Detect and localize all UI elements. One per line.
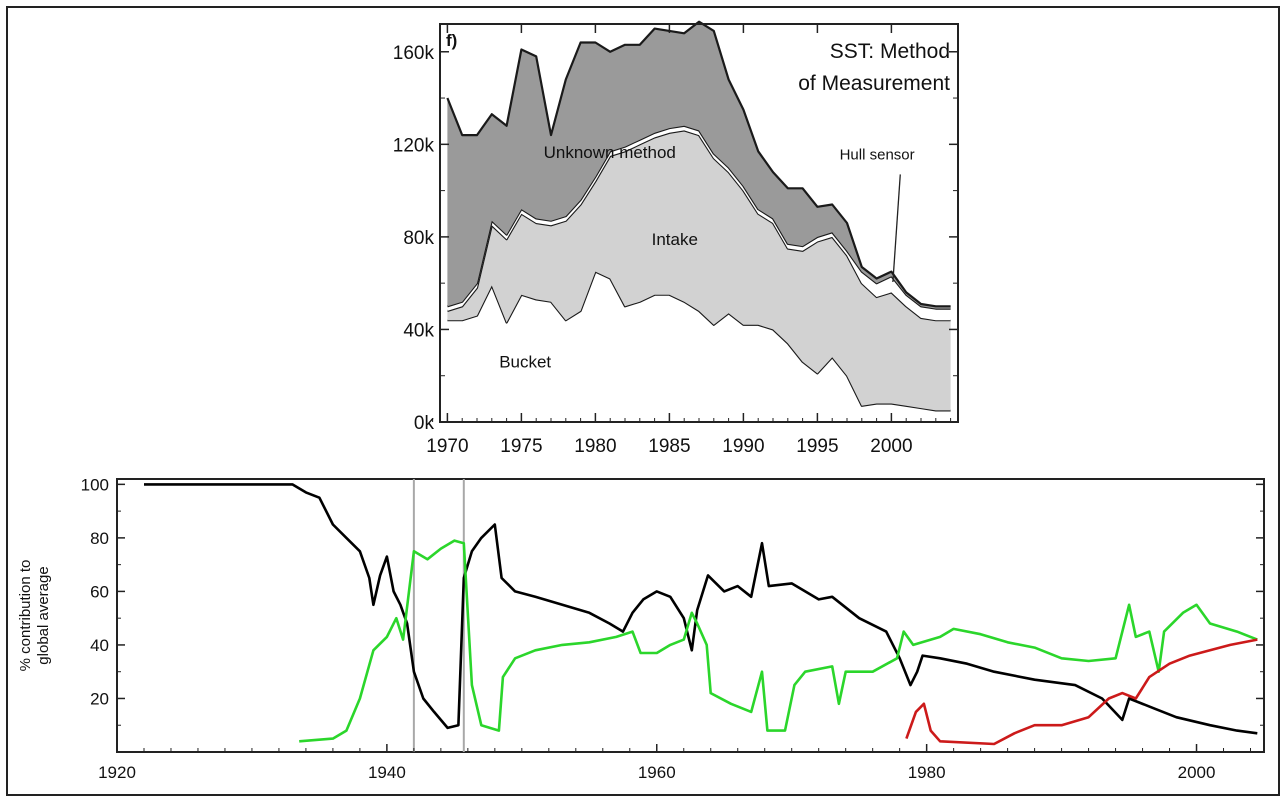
x-tick-label: 1920 xyxy=(98,763,136,782)
x-tick-label: 1970 xyxy=(426,436,468,457)
area-unknown-method xyxy=(447,21,951,309)
bottom-vertical-lines xyxy=(412,479,465,752)
x-tick-label: 1980 xyxy=(574,436,616,457)
x-tick-label: 1985 xyxy=(648,436,690,457)
area-hull-sensor xyxy=(447,125,951,321)
y-tick-label: 20 xyxy=(90,689,109,708)
hull-sensor-pointer-line xyxy=(892,174,901,283)
y-tick-label: 160k xyxy=(393,43,435,64)
x-tick-label: 2000 xyxy=(1178,763,1216,782)
panel-label: f) xyxy=(446,31,457,50)
bottom-plot-frame xyxy=(116,478,1265,753)
top-area-layers xyxy=(446,20,951,422)
y-tick-label: 60 xyxy=(90,582,109,601)
area-label-bucket: Bucket xyxy=(499,353,551,372)
chart-title-line-1: SST: Method xyxy=(830,40,950,63)
chart-title-line-2: of Measurement xyxy=(798,72,950,95)
area-intake xyxy=(447,130,951,411)
y-tick-label: 100 xyxy=(81,475,109,494)
series-line-1 xyxy=(299,539,1258,743)
y-tick-label: 0k xyxy=(414,413,435,434)
top-axis-ticks: 1970 1975 1980 1985 1990 1995 2000 0k 40k 80k 120k… xyxy=(393,24,958,457)
x-tick-label: 1940 xyxy=(368,763,406,782)
contribution-line-chart: 1920 1940 1960 1980 2000 20 40 60 80 100 % contri… xyxy=(17,475,1265,782)
area-label-intake: Intake xyxy=(652,230,698,249)
x-tick-label: 1995 xyxy=(796,436,838,457)
y-tick-label: 40 xyxy=(90,636,109,655)
y-tick-label: 80k xyxy=(403,228,434,249)
series-line-2 xyxy=(905,638,1258,746)
y-axis-label-line-1: % contribution to xyxy=(17,560,34,672)
series-line-0 xyxy=(144,483,1258,735)
area-label-hull-sensor: Hull sensor xyxy=(840,146,915,163)
y-axis-label-line-2: global average xyxy=(35,566,52,664)
x-tick-label: 1960 xyxy=(638,763,676,782)
bottom-series-lines xyxy=(144,483,1258,746)
y-tick-label: 80 xyxy=(90,529,109,548)
x-tick-label: 1980 xyxy=(908,763,946,782)
y-tick-label: 40k xyxy=(403,320,434,341)
x-tick-label: 1975 xyxy=(500,436,542,457)
sst-method-area-chart: 1970 1975 1980 1985 1990 1995 2000 0k 40k 80k 120k… xyxy=(393,20,959,457)
area-label-unknown-method: Unknown method xyxy=(544,143,676,162)
y-tick-label: 120k xyxy=(393,135,435,156)
x-tick-label: 1990 xyxy=(722,436,764,457)
area-bucket xyxy=(447,271,951,422)
boundary-unknown-method xyxy=(446,20,951,308)
x-tick-label: 2000 xyxy=(870,436,912,457)
bottom-axis-ticks: 1920 1940 1960 1980 2000 20 40 60 80 100 xyxy=(81,475,1264,782)
